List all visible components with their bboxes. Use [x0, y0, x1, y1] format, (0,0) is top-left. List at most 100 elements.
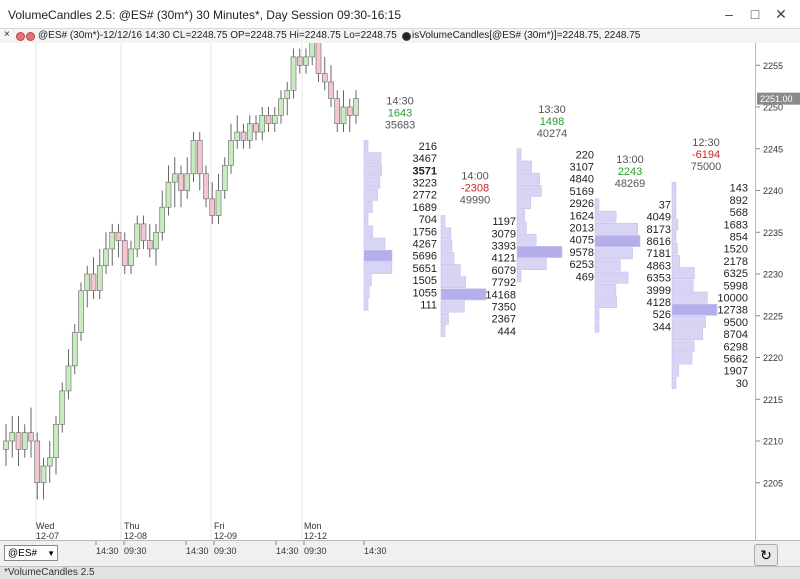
price-tick-label: 2205	[763, 478, 783, 488]
profile-bar	[440, 312, 449, 325]
date-label: 12-08	[124, 531, 147, 540]
profile-level-value: 37	[659, 199, 671, 211]
profile-level-value: 4128	[647, 297, 671, 309]
profile-level-value: 6353	[647, 273, 671, 285]
symbol-style-icon	[26, 32, 35, 41]
workspace-tab[interactable]: *VolumeCandles 2.5	[4, 567, 95, 578]
down-candle	[90, 273, 97, 292]
profile-level-value: 4049	[647, 212, 671, 224]
up-candle	[53, 423, 59, 458]
status-bar: *VolumeCandles 2.5	[0, 566, 800, 579]
profile-level-value: 5998	[724, 280, 748, 292]
profile-total: 75000	[691, 161, 722, 173]
window-titlebar: VolumeCandles 2.5: @ES# (30m*) 30 Minute…	[0, 0, 800, 29]
date-label: 12-07	[36, 531, 59, 540]
profile-bar	[440, 288, 487, 301]
time-tick-label: 09:30	[304, 546, 327, 556]
profile-level-value: 1505	[413, 275, 437, 287]
close-button[interactable]: ✕	[775, 6, 787, 22]
profile-bar	[671, 218, 679, 231]
up-candle	[9, 432, 16, 442]
profile-bar	[363, 286, 370, 299]
profile-level-value: 3571	[413, 165, 437, 177]
profile-bar	[671, 206, 677, 219]
down-candle	[178, 173, 184, 191]
profile-level-value: 4121	[492, 253, 516, 265]
up-candle	[103, 248, 109, 266]
profile-delta: -6194	[692, 149, 720, 161]
price-tick-label: 2210	[763, 437, 783, 447]
down-candle	[34, 440, 41, 484]
profile-level-value: 30	[736, 378, 748, 390]
profile-level-value: 1520	[724, 244, 748, 256]
chart-area[interactable]: Wed 12-07 Thu 12-08 Fri 12-09 Mon 12-12 14:30 164…	[0, 15, 755, 541]
up-candle	[340, 106, 347, 125]
profile-total: 49990	[460, 195, 491, 207]
profile-level-value: 469	[576, 271, 594, 283]
profile-level-value: 4075	[570, 235, 594, 247]
profile-bar	[671, 255, 680, 267]
up-candle	[190, 140, 197, 175]
maximize-button[interactable]: □	[750, 6, 760, 22]
profile-bar	[363, 213, 369, 226]
profile-bar	[671, 279, 694, 292]
time-tick-label: 14:30	[96, 546, 119, 556]
profile-bar	[440, 325, 446, 337]
time-tick-label: 14:30	[364, 546, 387, 556]
profile-level-value: 704	[419, 214, 437, 226]
profile-delta: 2243	[618, 166, 642, 178]
profile-bar	[671, 340, 695, 353]
profile-level-value: 2772	[413, 190, 437, 202]
up-candle	[303, 56, 309, 66]
profile-level-value: 7350	[492, 301, 516, 313]
up-candle	[78, 290, 84, 333]
time-tick-label: 09:30	[214, 546, 237, 556]
profile-level-value: 1907	[724, 366, 748, 378]
profile-level-value: 7181	[647, 248, 671, 260]
profile-bar	[594, 259, 621, 272]
down-candle	[315, 31, 322, 74]
down-candle	[346, 106, 353, 116]
close-analysis-icon[interactable]: ×	[4, 29, 10, 40]
profile-bar	[594, 222, 638, 235]
refresh-button[interactable]: ↻	[754, 544, 778, 566]
profile-level-value: 854	[730, 231, 748, 243]
down-candle	[203, 173, 209, 200]
profile-bar	[363, 225, 373, 238]
volume-profile: 14:3016433568321634673571322327721689704…	[363, 95, 437, 312]
profile-bar	[671, 242, 678, 255]
profile-level-value: 9500	[724, 317, 748, 329]
price-tick-label: 2230	[763, 270, 783, 280]
profile-bar	[594, 296, 617, 308]
price-axis[interactable]: 2260225522502245224022352230222522202215…	[755, 19, 800, 540]
price-tick-label: 2250	[763, 103, 783, 113]
profile-level-value: 4267	[413, 239, 437, 251]
up-candle	[246, 123, 253, 141]
up-candle	[271, 115, 278, 124]
minimize-button[interactable]: –	[725, 6, 733, 22]
price-tick-label: 2215	[763, 395, 783, 405]
profile-level-value: 8616	[647, 236, 671, 248]
profile-bar	[363, 262, 393, 274]
profile-bar	[440, 300, 465, 313]
up-candle	[284, 89, 291, 99]
profile-bar	[363, 237, 386, 250]
indicator-icon	[402, 32, 411, 41]
profile-bar	[594, 247, 633, 260]
price-tick-label: 2245	[763, 144, 783, 154]
down-candle	[196, 140, 203, 175]
profile-bar	[671, 194, 677, 206]
profile-time: 14:00	[461, 171, 489, 183]
profile-level-value: 2367	[492, 314, 516, 326]
profile-level-value: 3999	[647, 285, 671, 297]
price-tick-label: 2255	[763, 61, 783, 71]
symbol-select[interactable]: @ES# ▼	[4, 545, 58, 561]
time-tick-label: 14:30	[276, 546, 299, 556]
profile-bar	[440, 251, 455, 264]
volume-profile: 14:00-2308499901197307933934121607977921…	[440, 171, 516, 338]
symbol-select-value: @ES#	[8, 548, 38, 559]
price-tick-label: 2235	[763, 228, 783, 238]
profile-level-value: 8704	[724, 329, 748, 341]
profile-level-value: 1197	[492, 216, 516, 228]
